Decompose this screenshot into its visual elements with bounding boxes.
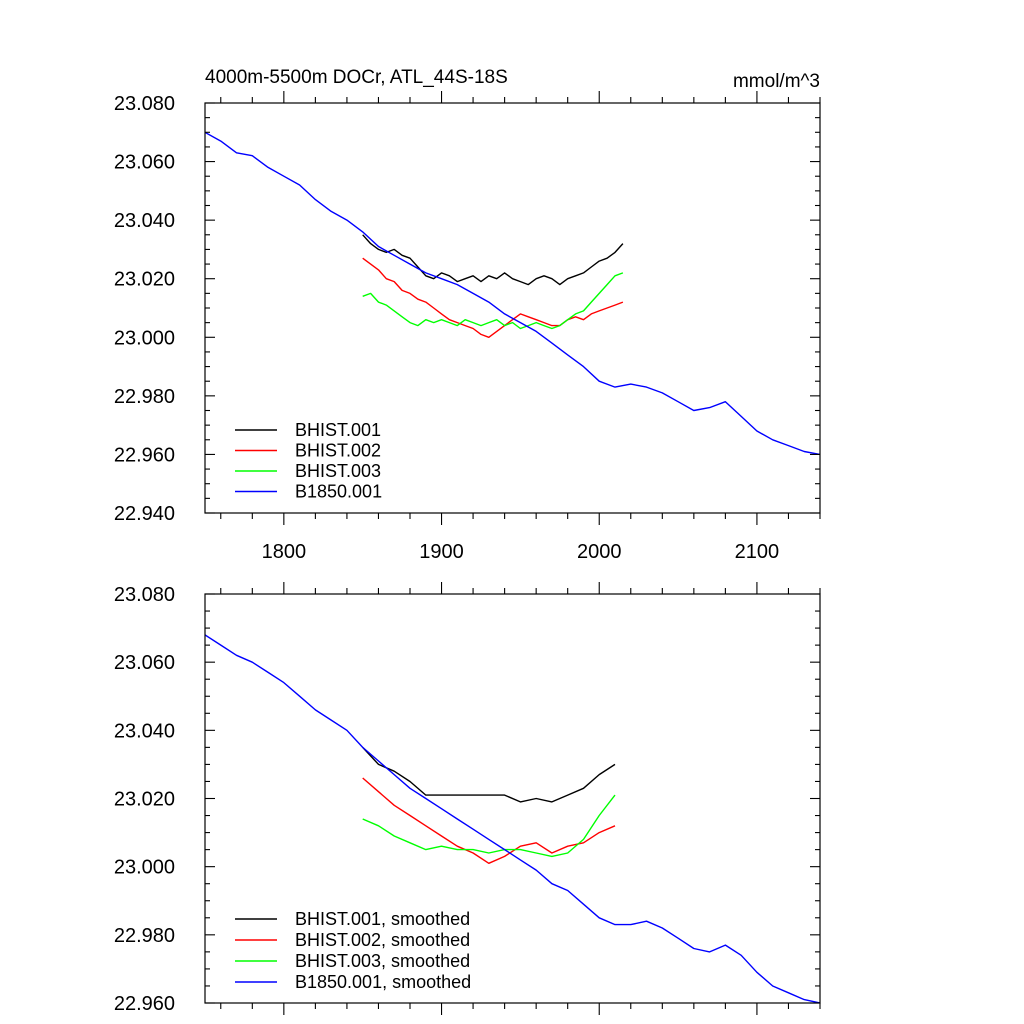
series-line-1 <box>362 234 624 286</box>
y-tick-label: 23.040 <box>114 720 175 742</box>
series-line-2 <box>362 257 624 338</box>
bottom-panel: 23.080 23.060 23.040 23.020 23.000 22.980 22.9… <box>114 582 821 1015</box>
series-line-4 <box>205 634 820 1003</box>
x-tick-label: 2100 <box>735 541 780 563</box>
x-tick-label: 2000 <box>577 541 622 563</box>
legend-label: BHIST.002, smoothed <box>295 930 470 950</box>
y-tick-label: 23.020 <box>114 789 175 811</box>
x-tick-label: 1800 <box>262 541 307 563</box>
legend-label: BHIST.002 <box>295 441 381 461</box>
y-tick-label: 22.980 <box>114 386 175 408</box>
legend-label: BHIST.001 <box>295 420 381 440</box>
y-tick-label: 22.940 <box>114 503 175 525</box>
legend-label: B1850.001, smoothed <box>295 972 471 992</box>
y-tick-label: 22.960 <box>114 444 175 466</box>
series-line-1 <box>362 746 616 803</box>
units-label: mmol/m^3 <box>733 71 820 92</box>
y-tick-label: 23.040 <box>114 210 175 232</box>
legend-label: BHIST.003 <box>295 461 381 481</box>
series-line-4 <box>205 131 820 456</box>
x-tick-label: 1900 <box>419 541 464 563</box>
series-line-3 <box>362 272 624 330</box>
y-tick-label: 23.000 <box>114 327 175 349</box>
y-tick-label: 23.080 <box>114 93 175 115</box>
legend-label: B1850.001 <box>295 482 382 502</box>
legend-label: BHIST.001, smoothed <box>295 909 470 929</box>
y-tick-label: 23.000 <box>114 857 175 879</box>
series-group <box>205 131 820 456</box>
series-group <box>205 634 820 1003</box>
chart-title: 4000m-5500m DOCr, ATL_44S-18S <box>205 67 508 88</box>
y-tick-label: 23.060 <box>114 652 175 674</box>
series-line-2 <box>362 777 616 864</box>
y-tick-label: 23.060 <box>114 152 175 174</box>
series-line-3 <box>362 794 616 858</box>
y-tick-label: 22.960 <box>114 993 175 1015</box>
legend-label: BHIST.003, smoothed <box>295 951 470 971</box>
y-tick-label: 23.080 <box>114 584 175 606</box>
top-panel: 23.080 23.060 23.040 23.020 23.000 22.980 22.9… <box>114 91 821 563</box>
y-tick-label: 23.020 <box>114 269 175 291</box>
y-tick-label: 22.980 <box>114 925 175 947</box>
